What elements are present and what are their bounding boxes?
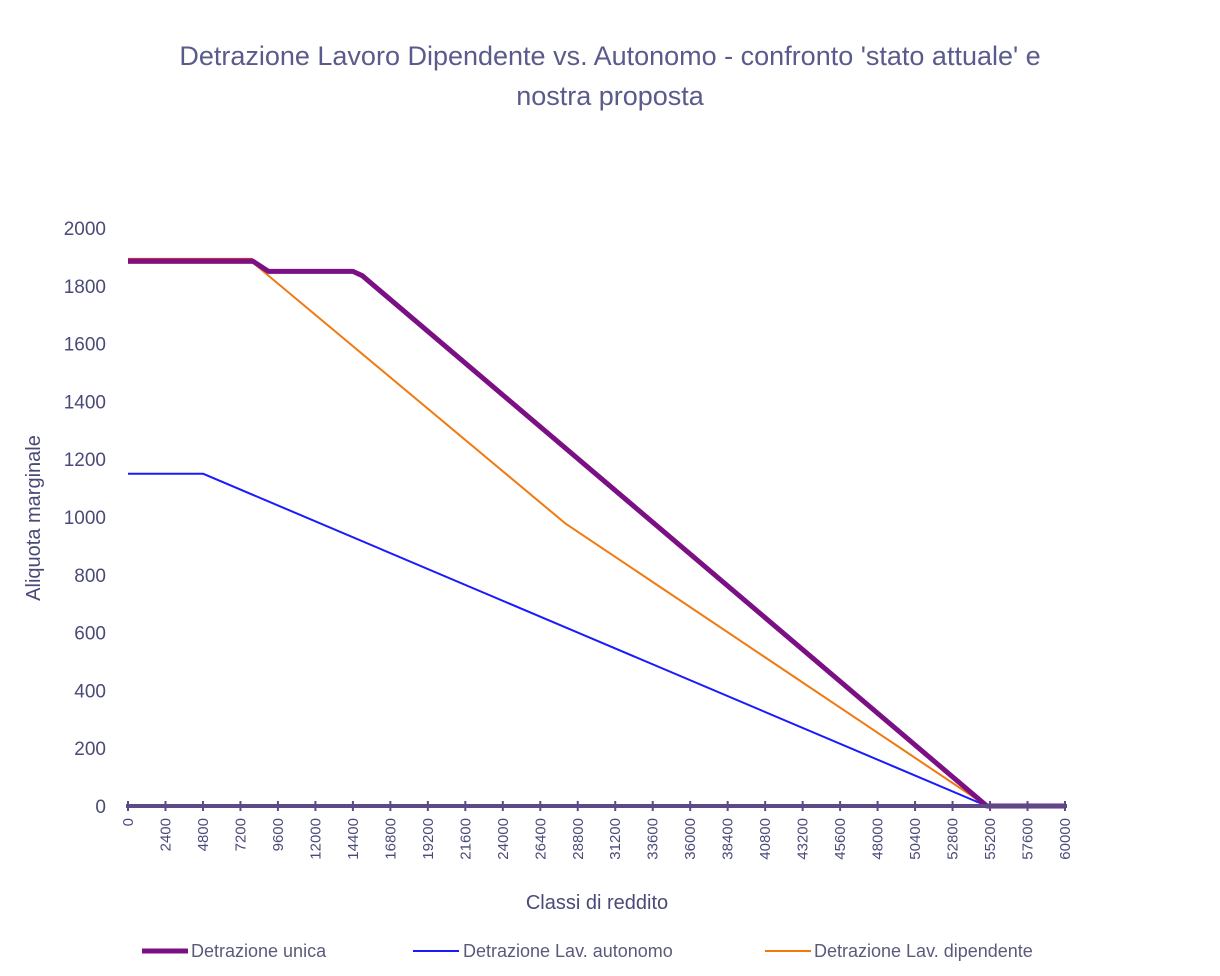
legend: Detrazione unica Detrazione Lav. autonom… xyxy=(142,941,1033,961)
y-tick-label: 2000 xyxy=(64,219,106,240)
chart-title-line-2: nostra proposta xyxy=(516,81,705,111)
y-tick-label: 400 xyxy=(74,681,106,702)
x-tick-label: 33600 xyxy=(645,818,662,860)
x-tick-label: 2400 xyxy=(157,818,174,851)
x-tick-label: 24000 xyxy=(495,818,512,860)
x-tick-label: 36000 xyxy=(682,818,699,860)
x-tick-label: 9600 xyxy=(270,818,287,851)
y-axis-ticks: 0 200 400 600 800 1000 1200 1400 1600 1800 2000 xyxy=(64,219,106,818)
x-tick-label: 7200 xyxy=(232,818,249,851)
y-tick-label: 800 xyxy=(74,566,106,587)
x-tick-label: 4800 xyxy=(195,818,212,851)
y-tick-label: 1800 xyxy=(64,277,106,298)
x-tick-label: 26400 xyxy=(532,818,549,860)
x-tick-label: 31200 xyxy=(607,818,624,860)
y-tick-label: 1400 xyxy=(64,392,106,413)
x-tick-label: 19200 xyxy=(420,818,437,860)
x-tick-label: 28800 xyxy=(570,818,587,860)
x-tick-label: 48000 xyxy=(870,818,887,860)
legend-label-detrazione-unica: Detrazione unica xyxy=(191,941,327,961)
x-tick-label: 50400 xyxy=(907,818,924,860)
y-tick-label: 200 xyxy=(74,739,106,760)
y-axis-title: Aliquota marginale xyxy=(23,435,45,601)
x-tick-label: 38400 xyxy=(720,818,737,860)
x-tick-label: 45600 xyxy=(832,818,849,860)
x-axis-tick-marks xyxy=(127,801,1066,811)
y-tick-label: 1200 xyxy=(64,450,106,471)
legend-item-lav-dipendente: Detrazione Lav. dipendente xyxy=(765,941,1033,961)
x-tick-label: 16800 xyxy=(382,818,399,860)
legend-label-lav-autonomo: Detrazione Lav. autonomo xyxy=(463,941,673,961)
legend-item-lav-autonomo: Detrazione Lav. autonomo xyxy=(413,941,673,961)
y-tick-label: 0 xyxy=(95,797,106,818)
x-tick-label: 21600 xyxy=(457,818,474,860)
x-axis-ticks: 0 2400 4800 7200 9600 12000 14400 16800 19200 216… xyxy=(120,818,1074,860)
y-tick-label: 600 xyxy=(74,624,106,645)
x-tick-label: 60000 xyxy=(1057,818,1074,860)
x-tick-label: 0 xyxy=(120,818,137,826)
x-tick-label: 55200 xyxy=(982,818,999,860)
series-line-0 xyxy=(128,258,1065,809)
y-tick-label: 1000 xyxy=(64,508,106,529)
x-tick-label: 40800 xyxy=(757,818,774,860)
legend-item-detrazione-unica: Detrazione unica xyxy=(142,941,327,961)
series-layer xyxy=(128,257,1065,809)
legend-label-lav-dipendente: Detrazione Lav. dipendente xyxy=(814,941,1033,961)
x-tick-label: 43200 xyxy=(795,818,812,860)
chart-title-line-1: Detrazione Lavoro Dipendente vs. Autonom… xyxy=(179,41,1040,71)
x-tick-label: 57600 xyxy=(1020,818,1037,860)
x-axis-title: Classi di reddito xyxy=(526,892,668,914)
y-tick-label: 1600 xyxy=(64,335,106,356)
x-tick-label: 14400 xyxy=(345,818,362,860)
x-tick-label: 52800 xyxy=(945,818,962,860)
series-line-2 xyxy=(128,261,1065,807)
x-tick-label: 12000 xyxy=(307,818,324,860)
